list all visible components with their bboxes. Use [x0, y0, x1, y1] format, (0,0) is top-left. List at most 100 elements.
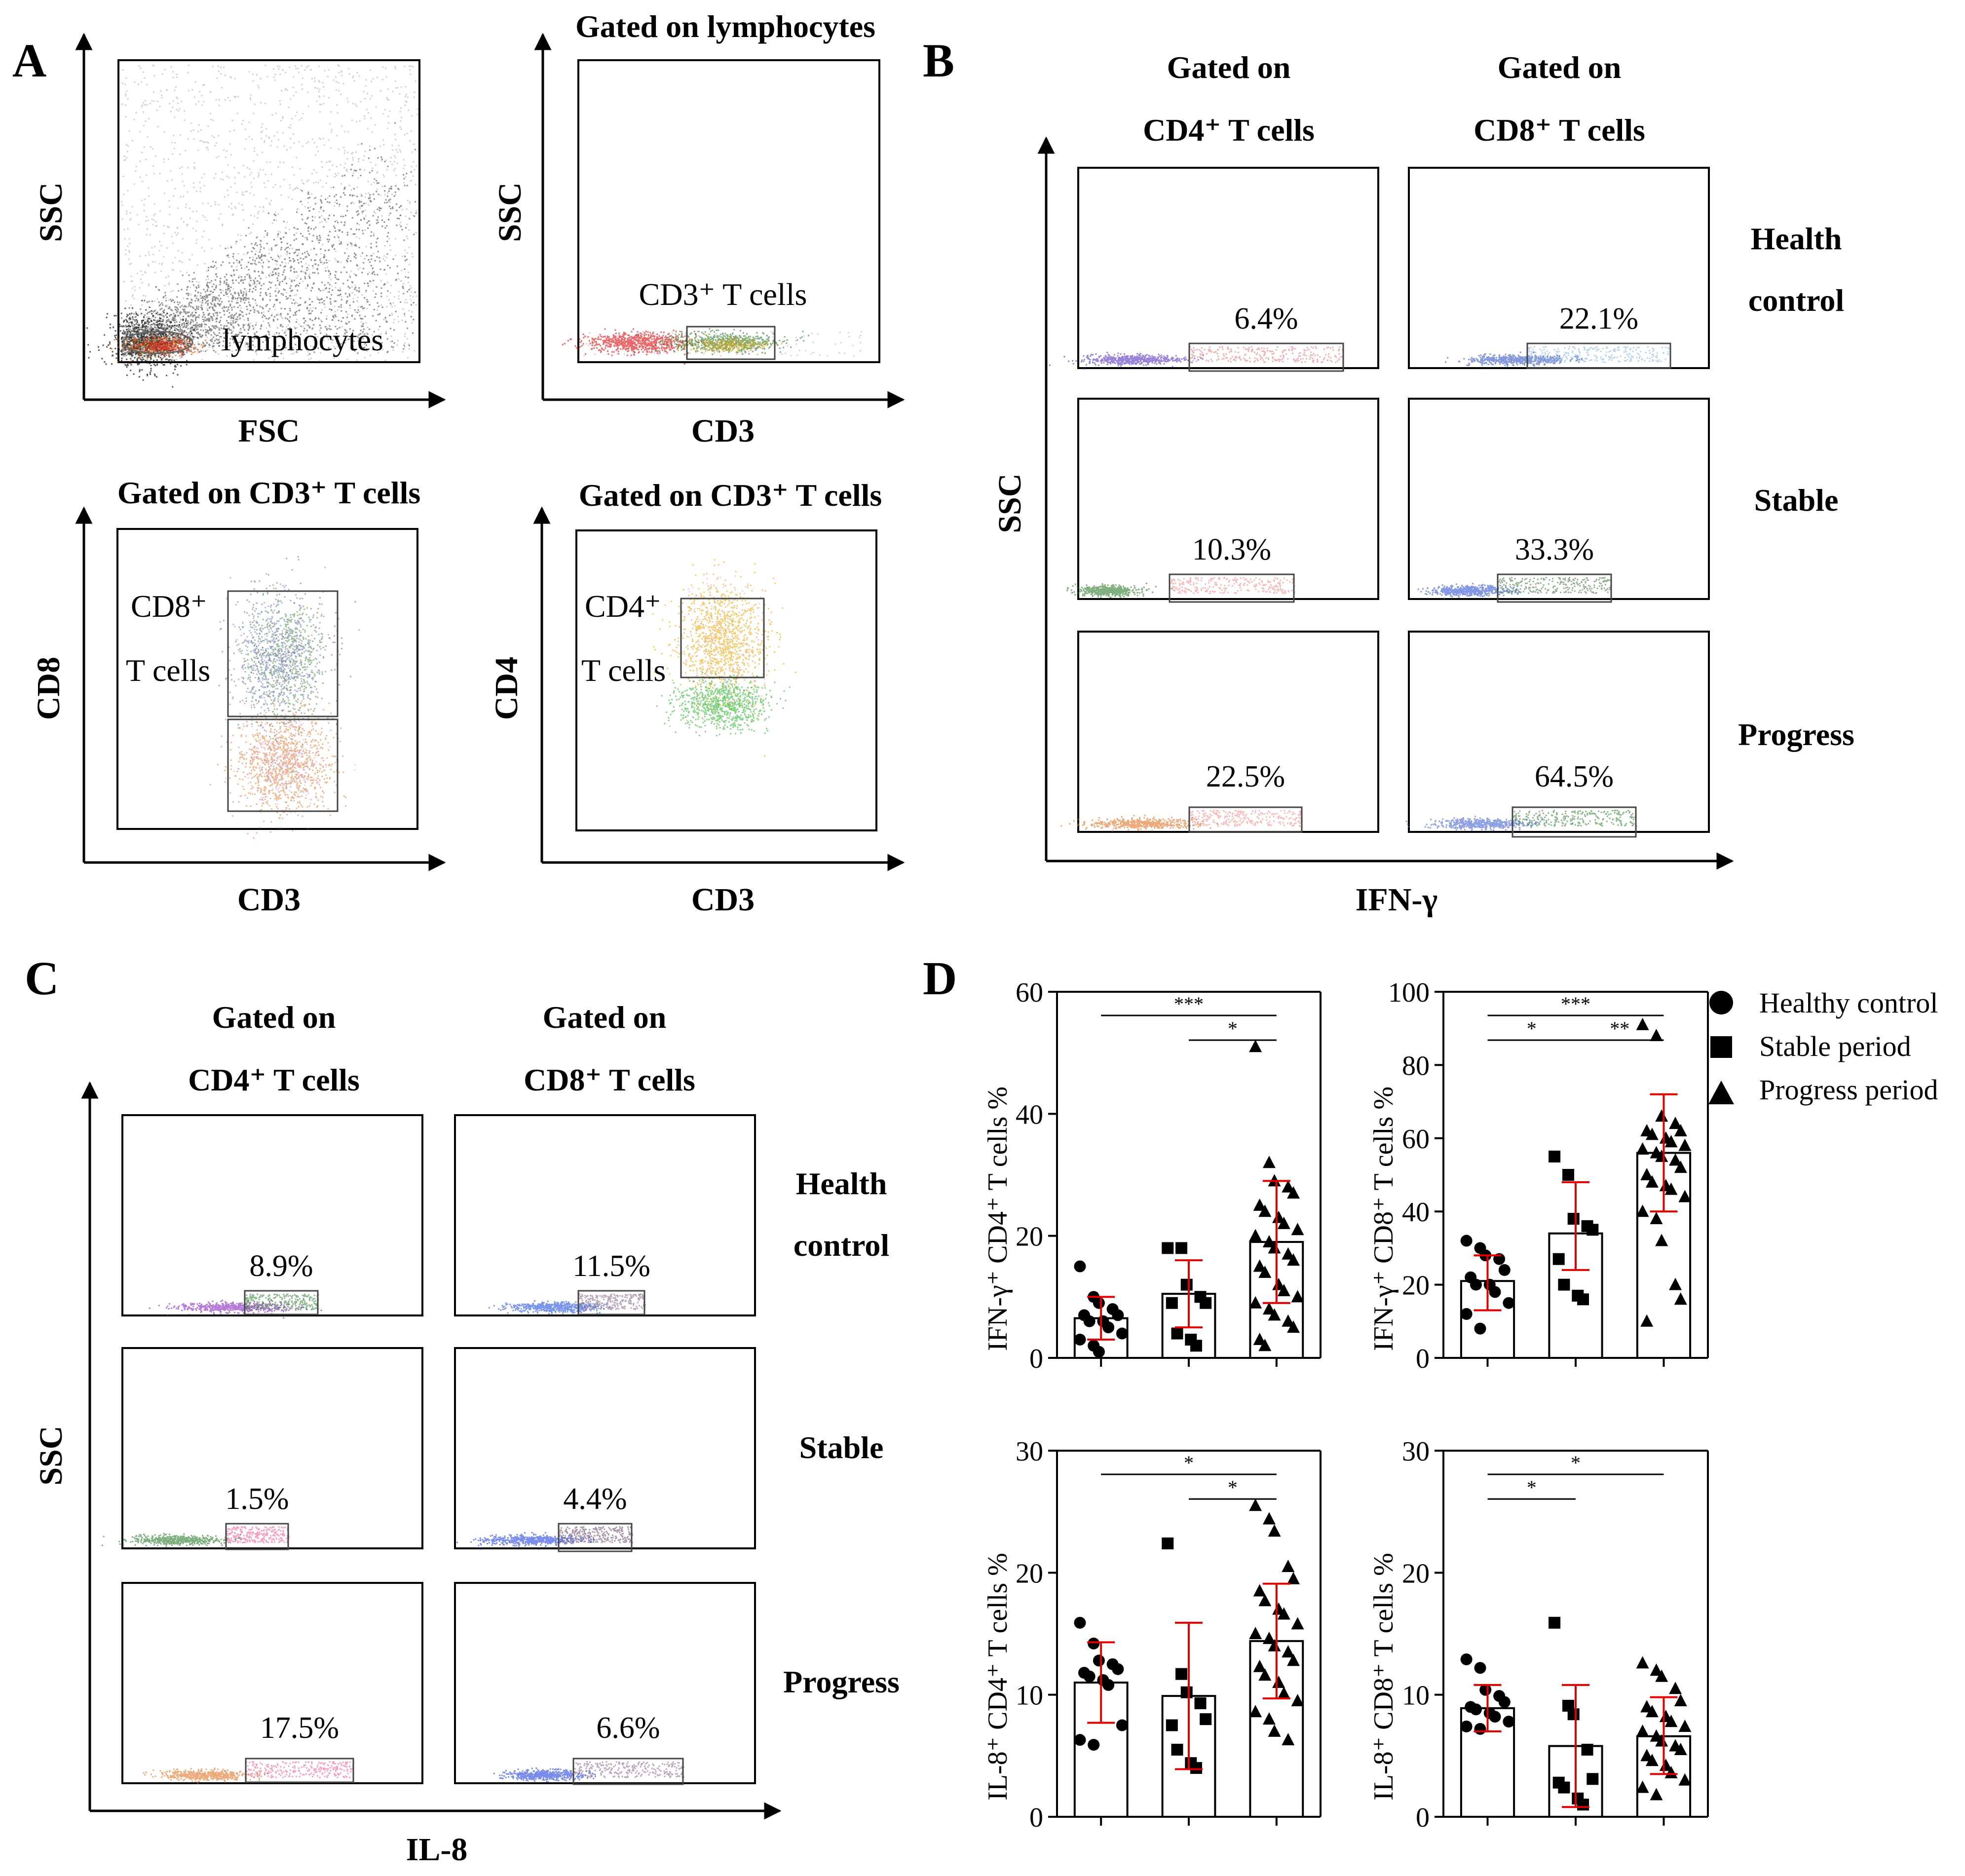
data-point-square — [1549, 1150, 1561, 1163]
data-point-circle — [1460, 1235, 1473, 1247]
data-point-circle — [1460, 1308, 1473, 1320]
data-point-triangle — [1645, 1705, 1659, 1718]
data-point-triangle — [1664, 1182, 1678, 1195]
gate-box — [577, 1290, 645, 1315]
gate-box — [1188, 806, 1303, 833]
data-point-circle — [1503, 1716, 1515, 1728]
x-axis-label: CD3 — [691, 413, 755, 449]
gate-box — [1497, 573, 1612, 603]
flow-plot-cd3-cd4: Gated on CD3⁺ T cells CD4⁺ T cells CD3 C… — [489, 478, 905, 918]
col-header-cd4-line2: CD4⁺ T cells — [188, 1062, 360, 1097]
event-cloud — [562, 328, 863, 365]
gate-box — [1188, 342, 1344, 372]
x-axis-label: IFN-γ — [1356, 882, 1438, 918]
data-point-square — [1562, 1169, 1574, 1181]
data-point-square — [1194, 1697, 1207, 1709]
event-dots — [1060, 815, 1218, 832]
data-point-square — [1190, 1762, 1202, 1774]
event-dots — [133, 336, 199, 358]
gate-label-cd3: CD3⁺ T cells — [639, 277, 807, 312]
data-point-triangle — [1664, 1765, 1678, 1778]
data-point-triangle — [1286, 1253, 1300, 1266]
significance-label: * — [1228, 1017, 1238, 1040]
data-point-triangle — [1262, 1631, 1276, 1644]
legend: Healthy control Stable period Progress p… — [1708, 987, 1938, 1106]
gate-box — [225, 1523, 289, 1550]
data-point-triangle — [1655, 1149, 1668, 1162]
data-point-triangle — [1249, 1499, 1262, 1511]
data-point-triangle — [1249, 1627, 1262, 1639]
cd4-gate — [680, 598, 765, 678]
gate-label-lymphocytes: lymphocytes — [222, 322, 383, 357]
data-point-square — [1587, 1773, 1599, 1785]
gate-box — [558, 1523, 633, 1552]
flow-grid: 6.4% 22.1% 10.3% 33.3% 22.5% 64.5% — [1049, 167, 1710, 838]
lymphocyte-gate — [122, 331, 193, 354]
gate-label-line1: CD4⁺ — [585, 589, 661, 624]
event-dots — [562, 328, 706, 365]
event-dots — [1189, 346, 1345, 363]
chart-ylabel: IFN-γ⁺ CD4⁺ T cells % — [982, 1087, 1013, 1351]
plot-frame — [1408, 631, 1710, 833]
x-axis-label: IL-8 — [406, 1832, 468, 1868]
y-tick-label: 0 — [1029, 1344, 1043, 1374]
event-dots — [1049, 351, 1204, 370]
y-tick-label: 100 — [1388, 977, 1430, 1008]
y-tick-label: 20 — [1016, 1558, 1043, 1589]
data-point-square — [1180, 1686, 1193, 1698]
data-point-square — [1166, 1719, 1178, 1731]
y-axis-label: SSC — [492, 182, 528, 242]
chart-ylabel: IL-8⁺ CD4⁺ T cells % — [982, 1553, 1013, 1801]
plot-frame — [121, 1114, 423, 1316]
data-point-triangle — [1674, 1694, 1687, 1707]
data-point-circle — [1093, 1297, 1105, 1309]
x-axis-label: FSC — [238, 413, 300, 449]
data-point-square — [1577, 1799, 1589, 1811]
row-label-health-line2: control — [794, 1228, 889, 1263]
cd8-negative-gate — [227, 718, 339, 812]
data-point-triangle — [1258, 1668, 1272, 1681]
data-point-triangle — [1253, 1332, 1266, 1345]
y-tick-label: 60 — [1016, 977, 1043, 1008]
data-point-circle — [1074, 1616, 1086, 1629]
data-point-square — [1200, 1713, 1212, 1726]
gate-box — [1512, 806, 1637, 838]
gate-label-line2: T cells — [581, 653, 666, 688]
legend-item-progress: Progress period — [1759, 1074, 1938, 1106]
plot-frame — [577, 59, 880, 363]
event-cloud — [209, 556, 360, 839]
flow-plot: 6.4% — [1049, 167, 1379, 372]
row-label-health-line1: Health — [1751, 221, 1842, 256]
data-point-triangle — [1277, 1687, 1290, 1699]
y-tick-label: 40 — [1402, 1197, 1430, 1228]
data-point-triangle — [1249, 1040, 1262, 1052]
data-point-triangle — [1678, 1773, 1692, 1786]
data-point-circle — [1093, 1346, 1105, 1358]
bar-chart: 0 10 20 30 * * — [1402, 1436, 1709, 1833]
data-point-square — [1171, 1327, 1183, 1340]
data-point-circle — [1112, 1309, 1124, 1321]
data-point-circle — [1460, 1720, 1473, 1732]
data-point-triangle — [1291, 1223, 1304, 1236]
data-point-triangle — [1669, 1117, 1682, 1129]
data-point-triangle — [1277, 1216, 1290, 1229]
flow-plot: 64.5% — [1405, 631, 1710, 838]
data-point-triangle — [1674, 1161, 1687, 1173]
cd3-gate — [686, 326, 776, 360]
data-point-circle — [1498, 1264, 1511, 1276]
plot-title: Gated on CD3⁺ T cells — [117, 475, 421, 510]
event-cloud — [652, 559, 796, 757]
data-point-triangle — [1650, 1029, 1663, 1042]
data-point-circle — [1460, 1653, 1473, 1665]
data-point-triangle — [1640, 1314, 1654, 1327]
event-dots — [225, 713, 356, 829]
event-dots — [1405, 816, 1573, 833]
data-point-triangle — [1655, 1109, 1668, 1122]
data-point-square — [1190, 1340, 1202, 1352]
col-header-cd8-line2: CD8⁺ T cells — [1474, 113, 1645, 148]
event-dots — [652, 559, 796, 757]
panel-c: Gated on CD4⁺ T cells Gated on CD8⁺ T ce… — [33, 1000, 900, 1868]
event-dots — [219, 566, 360, 740]
plot-frame — [454, 1582, 756, 1784]
legend-triangle-icon — [1708, 1081, 1734, 1104]
